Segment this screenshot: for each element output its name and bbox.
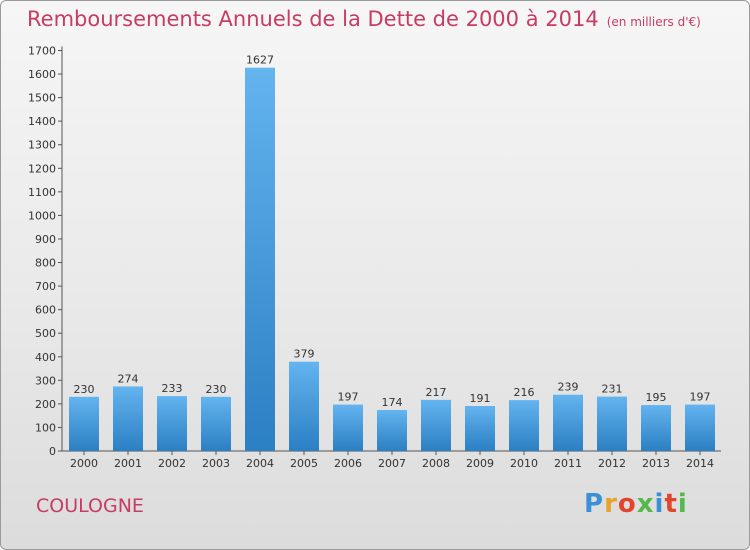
value-label-2006: 197: [338, 391, 359, 404]
commune-name: COULOGNE: [36, 495, 144, 517]
value-label-2001: 274: [118, 372, 139, 385]
bar-2010: [509, 400, 539, 451]
y-tick-label: 1600: [28, 68, 56, 81]
y-tick-label: 700: [35, 280, 56, 293]
value-label-2007: 174: [382, 396, 403, 409]
y-tick-label: 1200: [28, 162, 56, 175]
y-tick-label: 1300: [28, 139, 56, 152]
y-tick-label: 300: [35, 374, 56, 387]
y-tick-label: 500: [35, 327, 56, 340]
value-label-2002: 233: [162, 382, 183, 395]
y-tick-label: 0: [49, 445, 56, 458]
value-label-2014: 197: [690, 391, 711, 404]
bar-2011: [553, 394, 583, 451]
y-tick-label: 400: [35, 351, 56, 364]
value-label-2009: 191: [470, 392, 491, 405]
y-tick-label: 800: [35, 257, 56, 270]
bar-2014: [685, 404, 715, 451]
y-tick-label: 100: [35, 421, 56, 434]
bar-2007: [377, 410, 407, 451]
bar-2002: [157, 396, 187, 451]
chart-title-text: Remboursements Annuels de la Dette de 20…: [27, 7, 599, 31]
x-tick-label-2006: 2006: [334, 457, 362, 470]
value-label-2004: 1627: [246, 54, 274, 67]
y-tick-label: 200: [35, 398, 56, 411]
value-label-2012: 231: [602, 383, 623, 396]
y-tick-label: 600: [35, 304, 56, 317]
y-tick-label: 1700: [28, 45, 56, 58]
bar-2004: [245, 67, 275, 452]
bar-2008: [421, 399, 451, 451]
chart-title: Remboursements Annuels de la Dette de 20…: [27, 7, 701, 31]
value-label-2003: 230: [206, 383, 227, 396]
chart-unit: (en milliers d'€): [606, 15, 701, 29]
bars: 230 274 233 230 1627 379 197 174 217 191 216 239 231…: [69, 54, 715, 452]
y-tick-label: 1100: [28, 186, 56, 199]
x-tick-label-2007: 2007: [378, 457, 406, 470]
bar-2012: [597, 396, 627, 451]
value-label-2011: 239: [558, 381, 579, 394]
value-label-2013: 195: [646, 391, 667, 404]
bar-2013: [641, 405, 671, 451]
axes: 0 100 200 300 400 500 600 700 800 900 1000 1100 1200…: [28, 45, 721, 470]
x-tick-label-2008: 2008: [422, 457, 450, 470]
x-tick-label-2000: 2000: [70, 457, 98, 470]
y-tick-label: 1500: [28, 92, 56, 105]
bar-2001: [113, 386, 143, 451]
x-tick-label-2005: 2005: [290, 457, 318, 470]
value-label-2000: 230: [74, 383, 95, 396]
x-tick-label-2011: 2011: [554, 457, 582, 470]
x-tick-label-2009: 2009: [466, 457, 494, 470]
proxiti-logo: Proxiti: [584, 489, 688, 519]
x-tick-label-2014: 2014: [686, 457, 714, 470]
bar-2006: [333, 404, 363, 451]
value-label-2008: 217: [426, 386, 447, 399]
x-tick-label-2003: 2003: [202, 457, 230, 470]
bar-2009: [465, 406, 495, 451]
value-label-2010: 216: [514, 386, 535, 399]
y-tick-label: 1400: [28, 115, 56, 128]
x-tick-label-2004: 2004: [246, 457, 274, 470]
value-label-2005: 379: [294, 348, 315, 361]
bar-2003: [201, 396, 231, 451]
x-tick-label-2002: 2002: [158, 457, 186, 470]
bar-2005: [289, 361, 319, 451]
x-tick-label-2001: 2001: [114, 457, 142, 470]
x-tick-label-2013: 2013: [642, 457, 670, 470]
x-tick-label-2010: 2010: [510, 457, 538, 470]
y-tick-label: 1000: [28, 209, 56, 222]
bar-2000: [69, 396, 99, 451]
y-tick-label: 900: [35, 233, 56, 246]
x-tick-label-2012: 2012: [598, 457, 626, 470]
